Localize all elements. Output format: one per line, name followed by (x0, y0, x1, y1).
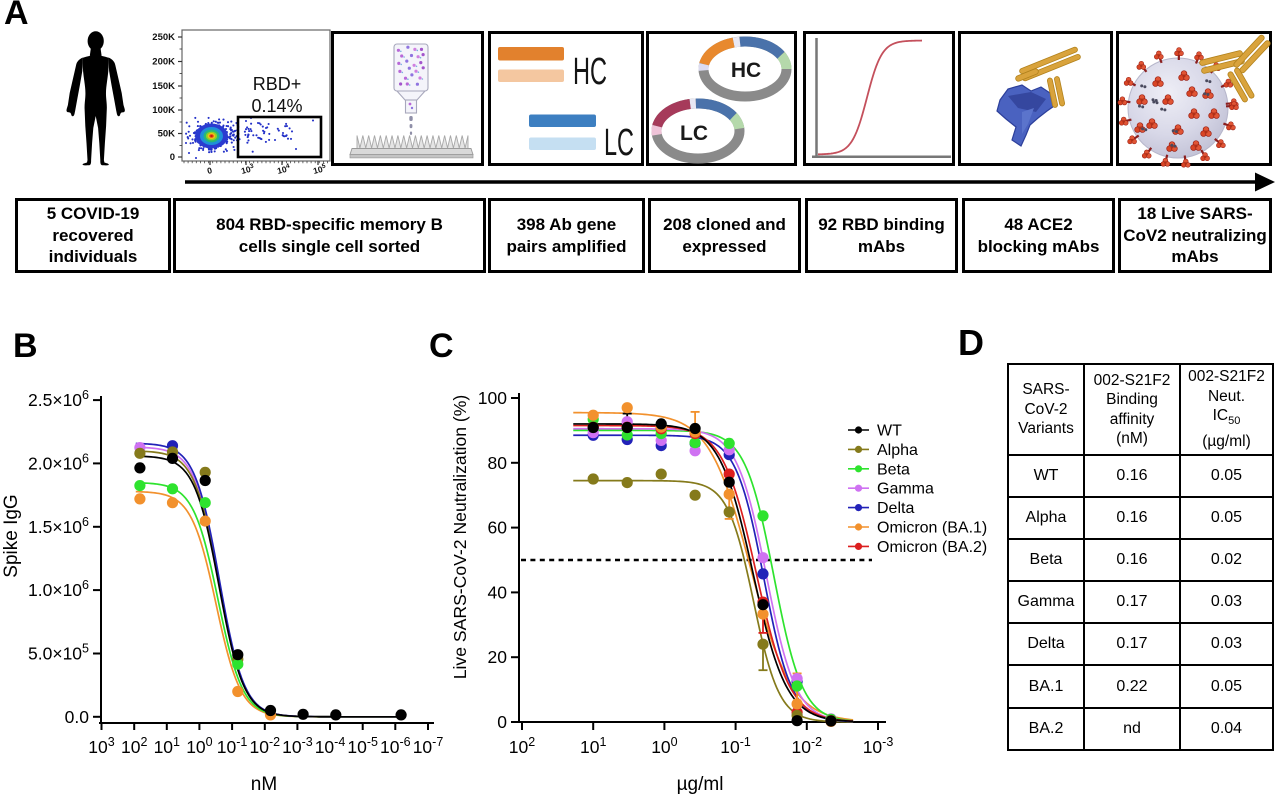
svg-text:20: 20 (488, 647, 508, 667)
svg-text:104: 104 (276, 162, 292, 175)
svg-text:100K: 100K (152, 105, 175, 116)
svg-text:102: 102 (509, 735, 535, 757)
svg-text:Gamma: Gamma (877, 481, 934, 498)
svg-text:Alpha: Alpha (877, 442, 918, 459)
svg-text:Live SARS-CoV-2 Neutralization: Live SARS-CoV-2 Neutralization (%) (450, 395, 470, 680)
svg-text:5.0×105: 5.0×105 (28, 642, 89, 664)
svg-text:100: 100 (478, 388, 507, 408)
svg-text:10-3: 10-3 (282, 735, 313, 757)
svg-text:101: 101 (154, 735, 180, 757)
svg-text:HC: HC (731, 59, 761, 82)
svg-text:10-2: 10-2 (250, 735, 281, 757)
svg-text:Spike IgG: Spike IgG (1, 494, 22, 577)
svg-text:60: 60 (488, 518, 508, 538)
svg-text:103: 103 (240, 162, 256, 175)
svg-text:150K: 150K (152, 81, 175, 92)
svg-text:WT: WT (877, 423, 902, 440)
svg-text:HC: HC (573, 51, 607, 93)
svg-text:Delta: Delta (877, 500, 914, 517)
svg-text:10-5: 10-5 (347, 735, 378, 757)
svg-text:10-7: 10-7 (413, 735, 444, 757)
svg-text:RBD+: RBD+ (253, 74, 302, 94)
svg-text:100: 100 (651, 735, 677, 757)
svg-text:250K: 250K (152, 32, 175, 43)
svg-text:10-1: 10-1 (720, 735, 751, 757)
svg-text:0: 0 (206, 165, 213, 176)
svg-text:10-6: 10-6 (380, 735, 411, 757)
svg-text:µg/ml: µg/ml (677, 774, 724, 795)
svg-text:Omicron (BA.1): Omicron (BA.1) (877, 520, 987, 537)
svg-text:1.5×106: 1.5×106 (28, 515, 89, 537)
svg-text:40: 40 (488, 582, 508, 602)
svg-text:2.0×106: 2.0×106 (28, 451, 89, 473)
svg-text:nM: nM (251, 774, 277, 795)
svg-text:50K: 50K (158, 129, 176, 140)
svg-text:2.5×106: 2.5×106 (28, 388, 89, 410)
svg-text:105: 105 (312, 162, 328, 175)
svg-text:10-2: 10-2 (792, 735, 823, 757)
svg-text:102: 102 (121, 735, 147, 757)
svg-text:103: 103 (88, 735, 114, 757)
svg-text:LC: LC (604, 122, 634, 164)
svg-text:101: 101 (580, 735, 606, 757)
svg-text:100: 100 (186, 735, 212, 757)
svg-text:0: 0 (170, 152, 175, 163)
svg-text:10-4: 10-4 (315, 735, 346, 757)
svg-text:10-3: 10-3 (863, 735, 894, 757)
svg-text:0.14%: 0.14% (251, 96, 302, 116)
svg-text:10-1: 10-1 (217, 735, 248, 757)
svg-text:1.0×106: 1.0×106 (28, 578, 89, 600)
svg-text:Omicron (BA.2): Omicron (BA.2) (877, 539, 987, 556)
svg-text:200K: 200K (152, 57, 175, 68)
svg-text:0: 0 (497, 712, 507, 732)
svg-text:LC: LC (680, 122, 708, 145)
svg-text:0.0: 0.0 (65, 707, 90, 727)
svg-text:Beta: Beta (877, 461, 910, 478)
svg-text:80: 80 (488, 453, 508, 473)
